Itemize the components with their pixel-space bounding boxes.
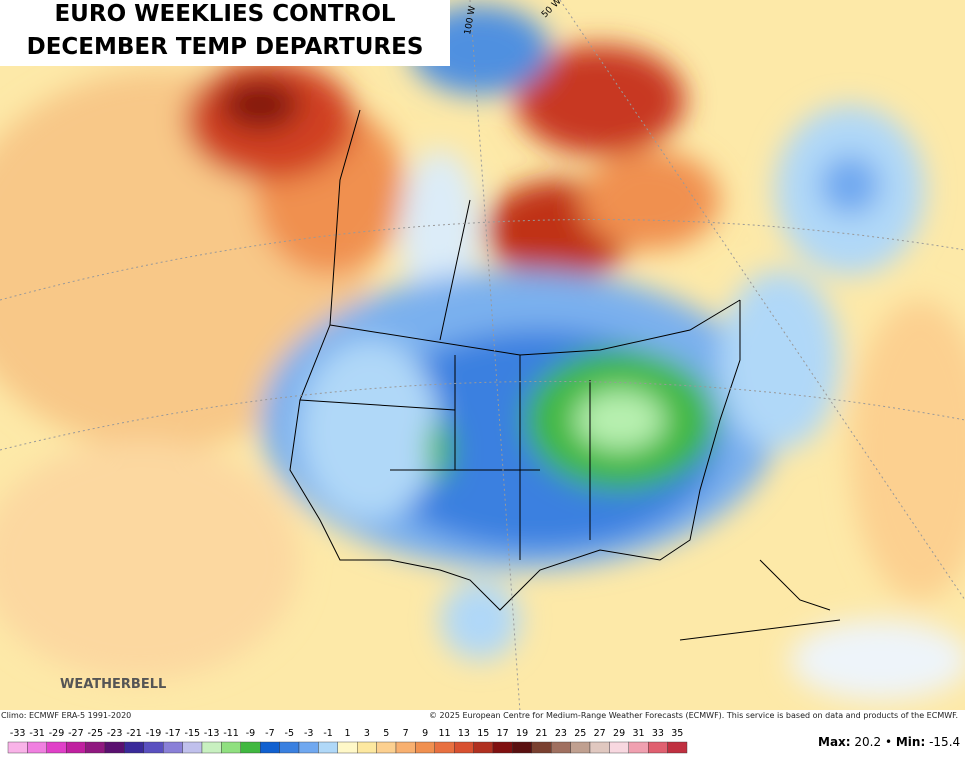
colorbar-swatch (143, 741, 164, 754)
title: DECEMBER TEMP DEPARTURES (26, 34, 424, 60)
colorbar-label: 5 (383, 728, 389, 739)
title-box: EURO WEEKLIES CONTROL DECEMBER TEMP DEPA… (0, 0, 450, 66)
colorbar-swatch (27, 741, 47, 754)
colorbar-swatch (162, 741, 183, 754)
max-value: 20.2 (854, 735, 882, 749)
colorbar-label: -7 (265, 728, 274, 739)
colorbar-label: 3 (364, 728, 370, 739)
max-label: Max: (818, 735, 851, 749)
colorbar-label: 31 (632, 728, 644, 739)
colorbar-swatch (337, 741, 358, 754)
separator: • (884, 735, 893, 749)
colorbar-label: -33 (10, 728, 26, 739)
colorbar-swatch (492, 741, 513, 754)
colorbar-swatch (182, 741, 203, 754)
colorbar-swatch (240, 741, 261, 754)
copyright: © 2025 European Centre for Medium-Range … (429, 711, 958, 720)
colorbar: -33 -31 -29 -27 -25 -23 -21 -19 -17 -15 -13 -11 -9 -7… (7, 728, 688, 754)
min-label: Min: (895, 735, 926, 749)
colorbar-label: 29 (613, 728, 625, 739)
colorbar-label: -21 (126, 728, 142, 739)
colorbar-swatch (7, 741, 28, 754)
colorbar-label: 15 (477, 728, 489, 739)
watermark: WEATHERBELL (60, 677, 166, 692)
colorbar-label: 35 (671, 728, 683, 739)
colorbar-swatch (201, 741, 222, 754)
colorbar-label: 33 (652, 728, 664, 739)
colorbar-swatch (298, 741, 319, 754)
colorbar-label: -25 (88, 728, 104, 739)
colorbar-label: 11 (438, 728, 450, 739)
colorbar-label: 13 (458, 728, 470, 739)
colorbar-swatch (454, 741, 474, 754)
colorbar-swatch (376, 741, 397, 754)
colorbar-label: 17 (497, 728, 509, 739)
colorbar-swatch (551, 741, 571, 754)
colorbar-label: -23 (107, 728, 123, 739)
colorbar-label: 9 (422, 728, 428, 739)
colorbar-label: -11 (223, 728, 239, 739)
colorbar-label: -15 (185, 728, 201, 739)
colorbar-label: 25 (574, 728, 586, 739)
climo: Climo: ECMWF ERA-5 1991-2020 (1, 711, 131, 720)
colorbar-swatch (318, 741, 338, 754)
colorbar-label: -5 (285, 728, 294, 739)
colorbar-label: 23 (555, 728, 567, 739)
colorbar-label: -31 (29, 728, 45, 739)
colorbar-label: -29 (49, 728, 65, 739)
graticule (0, 0, 965, 712)
colorbar-label: 21 (535, 728, 547, 739)
colorbar-swatch (531, 741, 552, 754)
colorbar-swatch (279, 741, 300, 754)
colorbar-swatch (221, 741, 241, 754)
colorbar-swatch (667, 741, 688, 754)
colorbar-label: 27 (594, 728, 606, 739)
colorbar-label: -3 (304, 728, 313, 739)
colorbar-swatch (104, 741, 125, 754)
colorbar-label: -13 (204, 728, 220, 739)
colorbar-label: -27 (68, 728, 84, 739)
colorbar-swatch (434, 741, 455, 754)
colorbar-swatch (124, 741, 145, 754)
colorbar-swatch (357, 741, 377, 754)
colorbar-swatch (395, 741, 416, 754)
colorbar-label: -1 (323, 728, 332, 739)
min-value: -15.4 (929, 735, 961, 749)
map: 100 W 50 W WEATHERBELL (0, 0, 965, 712)
temperature-field (0, 5, 965, 700)
colorbar-label: -17 (165, 728, 181, 739)
borders (289, 109, 841, 641)
colorbar-swatch (512, 741, 533, 754)
colorbar-label: 7 (403, 728, 409, 739)
colorbar-swatch (415, 741, 435, 754)
colorbar-swatch (648, 741, 668, 754)
colorbar-swatch (85, 741, 106, 754)
colorbar-label: -9 (246, 728, 255, 739)
colorbar-swatch (628, 741, 649, 754)
colorbar-label: 19 (516, 728, 528, 739)
colorbar-swatch (570, 741, 591, 754)
colorbar-swatch (609, 741, 630, 754)
colorbar-swatch (65, 741, 86, 754)
max-min: Max: 20.2 • Min: -15.4 (818, 735, 960, 749)
meridian-label: 100 W (463, 5, 478, 35)
colorbar-swatch (473, 741, 494, 754)
title: EURO WEEKLIES CONTROL (54, 1, 396, 27)
colorbar-swatch (46, 741, 67, 754)
colorbar-swatch (260, 741, 280, 754)
colorbar-label: -19 (146, 728, 162, 739)
colorbar-swatch (589, 741, 610, 754)
colorbar-label: 1 (344, 728, 350, 739)
